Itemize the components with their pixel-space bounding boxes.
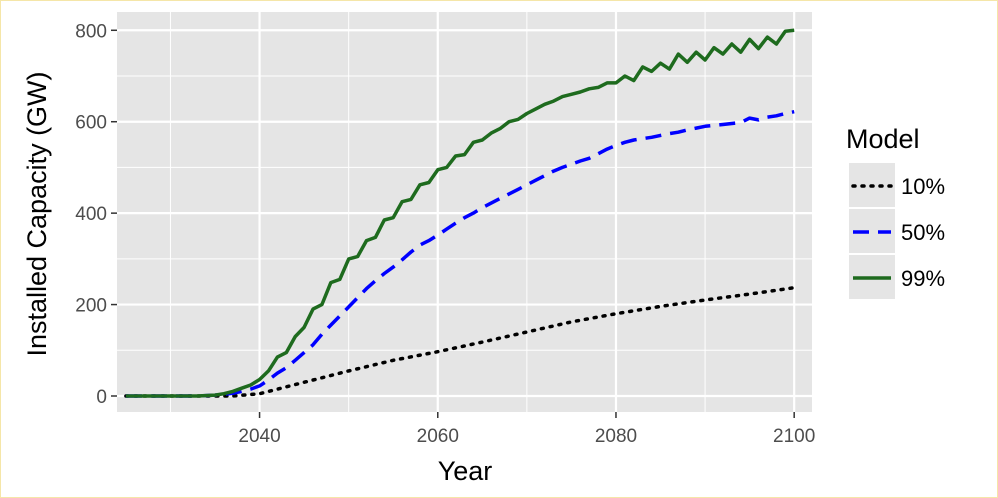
- legend-title: Model: [846, 124, 920, 154]
- y-tick-label: 400: [75, 204, 107, 225]
- x-tick-label: 2060: [417, 426, 459, 447]
- x-tick-label: 2100: [773, 426, 815, 447]
- y-axis-ticks: 0 200 400 600 800: [75, 21, 117, 408]
- x-axis-title: Year: [438, 456, 493, 486]
- minor-gridlines: [117, 12, 812, 412]
- x-tick-label: 2080: [595, 426, 637, 447]
- y-tick-label: 800: [75, 21, 107, 42]
- y-axis-title: Installed Capacity (GW): [22, 71, 52, 356]
- y-tick-label: 0: [96, 387, 107, 408]
- x-tick-label: 2040: [238, 426, 280, 447]
- legend-label: 10%: [901, 174, 945, 199]
- series-line-10pct: [124, 285, 796, 398]
- y-tick-label: 600: [75, 113, 107, 134]
- plot-panel: [117, 12, 812, 412]
- series-lines: [124, 28, 796, 398]
- series-line-50pct: [125, 109, 795, 398]
- legend: Model 10% 50% 99%: [846, 124, 945, 299]
- series-line-99pct: [125, 28, 795, 398]
- y-tick-label: 200: [75, 296, 107, 317]
- legend-label: 99%: [901, 266, 945, 291]
- x-axis-ticks: 2040 2060 2080 2100: [238, 412, 815, 447]
- legend-label: 50%: [901, 220, 945, 245]
